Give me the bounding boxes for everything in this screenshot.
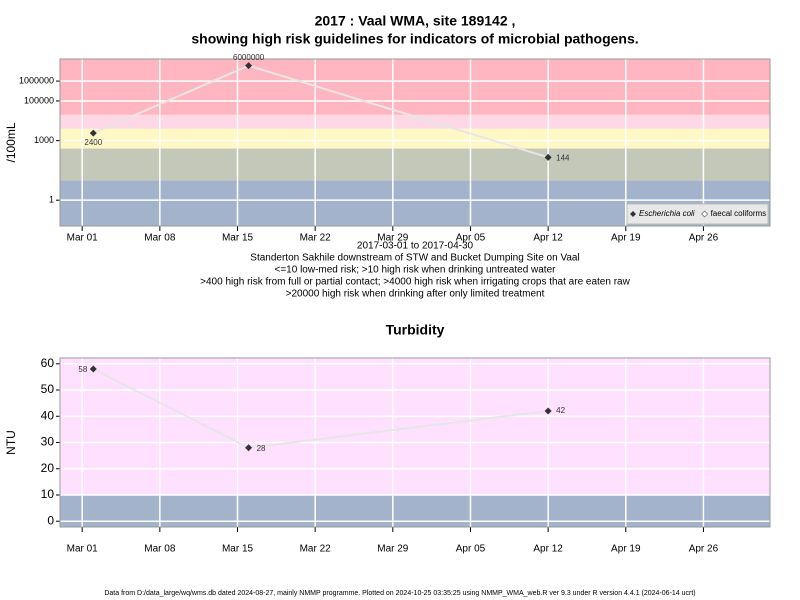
y-tick-label: 50	[41, 382, 55, 396]
subtitle: >400 high risk from full or partial cont…	[200, 277, 630, 288]
x-tick-label: Mar 01	[67, 233, 99, 244]
chart-title: Turbidity	[386, 322, 445, 338]
x-tick-label: Mar 29	[377, 233, 409, 244]
data-label: 6000000	[233, 53, 265, 62]
x-tick-label: Mar 22	[300, 544, 332, 555]
data-point	[245, 62, 253, 70]
y-axis-label: /100mL	[4, 122, 18, 162]
x-tick-label: Apr 05	[456, 233, 486, 244]
x-tick-label: Mar 08	[144, 233, 176, 244]
data-label: 2400	[84, 138, 102, 147]
legend-marker	[701, 210, 709, 218]
data-point	[544, 407, 552, 415]
subtitle: >20000 high risk when drinking after onl…	[286, 289, 545, 300]
data-point	[544, 153, 552, 161]
y-tick-label: 10	[41, 487, 55, 501]
x-tick-label: Apr 19	[611, 233, 641, 244]
data-label: 58	[78, 365, 87, 374]
data-point	[245, 444, 253, 452]
risk-band	[60, 494, 770, 527]
y-tick-label: 60	[41, 356, 55, 370]
subtitle: Standerton Sakhile downstream of STW and…	[250, 253, 579, 264]
x-tick-label: Mar 15	[222, 544, 254, 555]
x-tick-label: Apr 19	[611, 544, 641, 555]
footer: Data from D:/data_large/wq/wms.db dated …	[104, 590, 695, 597]
data-label: 144	[556, 153, 570, 162]
x-tick-label: Apr 05	[456, 544, 486, 555]
x-tick-label: Mar 08	[144, 544, 176, 555]
legend-label: Escherichia coli	[639, 209, 695, 218]
y-tick-label: 100000	[24, 95, 54, 105]
plot-frame	[59, 357, 771, 528]
x-tick-label: Mar 29	[377, 544, 409, 555]
y-tick-label: 1	[49, 195, 54, 205]
y-tick-label: 30	[41, 435, 55, 449]
data-label: 42	[556, 406, 565, 415]
legend-label: faecal coliforms	[711, 209, 767, 218]
data-label: 28	[257, 444, 266, 453]
data-point	[89, 365, 97, 373]
subtitle: <=10 low-med risk; >10 high risk when dr…	[275, 265, 557, 276]
y-tick-label: 20	[41, 461, 55, 475]
plot-frame	[59, 58, 771, 227]
x-tick-label: Apr 12	[533, 544, 563, 555]
y-tick-label: 40	[41, 408, 55, 422]
y-tick-label: 1000	[34, 135, 54, 145]
x-tick-label: Mar 22	[300, 233, 332, 244]
risk-band	[60, 59, 770, 115]
risk-band	[60, 148, 770, 181]
chart-title: 2017 : Vaal WMA, site 189142 ,	[315, 13, 516, 29]
y-axis-label: NTU	[4, 430, 18, 455]
risk-band	[60, 128, 770, 149]
legend-box	[626, 203, 769, 225]
y-tick-label: 0	[47, 513, 54, 527]
chart-title: showing high risk guidelines for indicat…	[191, 31, 638, 47]
legend-marker	[630, 211, 636, 217]
x-tick-label: Mar 15	[222, 233, 254, 244]
y-tick-label: 1000000	[19, 75, 54, 85]
subtitle: 2017-03-01 to 2017-04-30	[357, 241, 474, 252]
data-point	[89, 129, 97, 137]
x-tick-label: Apr 26	[689, 233, 719, 244]
x-tick-label: Mar 01	[67, 544, 99, 555]
x-tick-label: Apr 26	[689, 544, 719, 555]
x-tick-label: Apr 12	[533, 233, 563, 244]
